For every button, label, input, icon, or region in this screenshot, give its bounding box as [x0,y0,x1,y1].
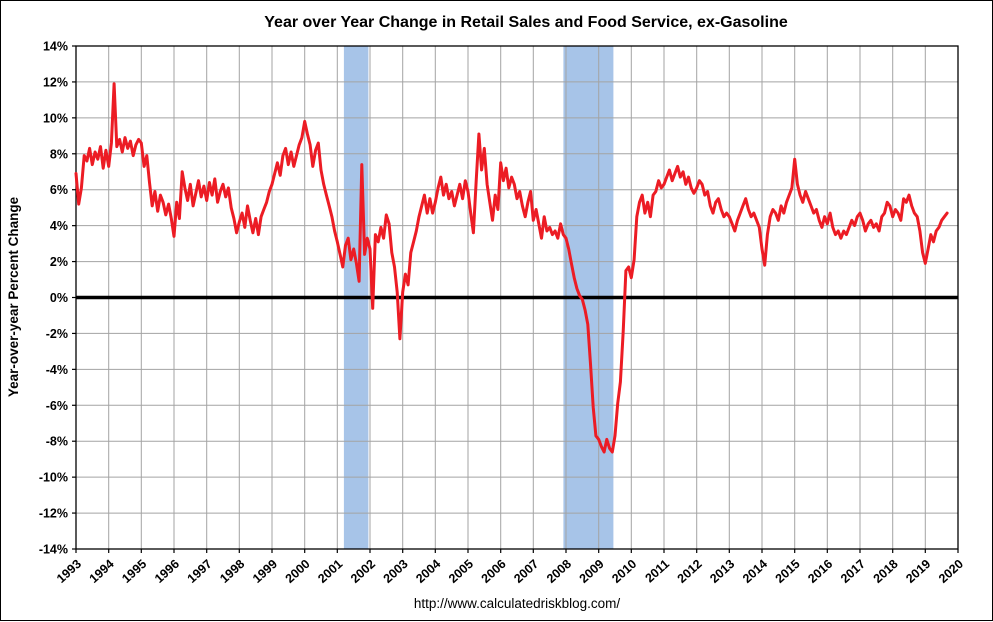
y-tick-label: -12% [39,507,68,521]
x-tick-label: 2018 [871,557,901,586]
x-tick-label: 1995 [119,557,149,586]
plot-area: 14% 12% 10% 8% 6% 4% 2% 0% -2% -4% -6% -8% -10% -12% -… [39,40,966,586]
x-tick-label: 2008 [544,557,574,586]
chart-title: Year over Year Change in Retail Sales an… [264,14,788,31]
x-tick-label: 1999 [250,557,280,586]
x-tick-label: 1997 [185,557,215,586]
footer-url: http://www.calculatedriskblog.com/ [414,596,621,611]
x-tick-label: 2016 [805,557,835,586]
data-line [74,82,949,454]
y-tick-label: 0% [50,291,68,305]
x-tick-label: 2003 [381,557,411,586]
y-tick-label: -14% [39,543,68,557]
x-tick-label: 2002 [348,557,378,586]
y-tick-label: -6% [46,399,68,413]
x-tick-label: 2019 [903,557,933,586]
y-tick-label: -4% [46,363,68,377]
y-tick-label: 14% [43,40,68,54]
x-tick-label: 2000 [283,557,313,586]
y-tick-label: -8% [46,435,68,449]
x-tick-label: 2015 [773,557,803,586]
y-tick-label: -10% [39,471,68,485]
x-tick-label: 2001 [315,557,345,586]
y-tick-label: 12% [43,75,68,89]
y-tick-label: 10% [43,111,68,125]
y-tick-label: -2% [46,327,68,341]
x-tick-label: 1998 [217,557,247,586]
x-tick-label: 2005 [446,557,476,586]
y-tick-label: 2% [50,255,68,269]
x-tick-label: 2009 [577,557,607,586]
x-tick-label: 2020 [936,557,966,586]
x-tick-label: 2013 [707,557,737,586]
y-tick-label: 6% [50,183,68,197]
x-tick-label: 2004 [413,557,443,586]
x-tick-label: 1996 [152,557,182,586]
y-tick-label: 8% [50,147,68,161]
x-tick-label: 1994 [87,557,117,586]
x-tick-label: 2017 [838,557,868,586]
x-tick-label: 2010 [609,557,639,586]
x-tick-label: 2006 [479,557,509,586]
y-tick-label: 4% [50,219,68,233]
x-tick-label: 2014 [740,557,770,586]
x-tick-label: 1993 [54,557,84,586]
x-tick-label: 2007 [511,557,541,586]
y-axis-label: Year-over-year Percent Change [6,196,21,397]
x-tick-label: 2011 [642,557,672,586]
x-tick-label: 2012 [675,557,705,586]
